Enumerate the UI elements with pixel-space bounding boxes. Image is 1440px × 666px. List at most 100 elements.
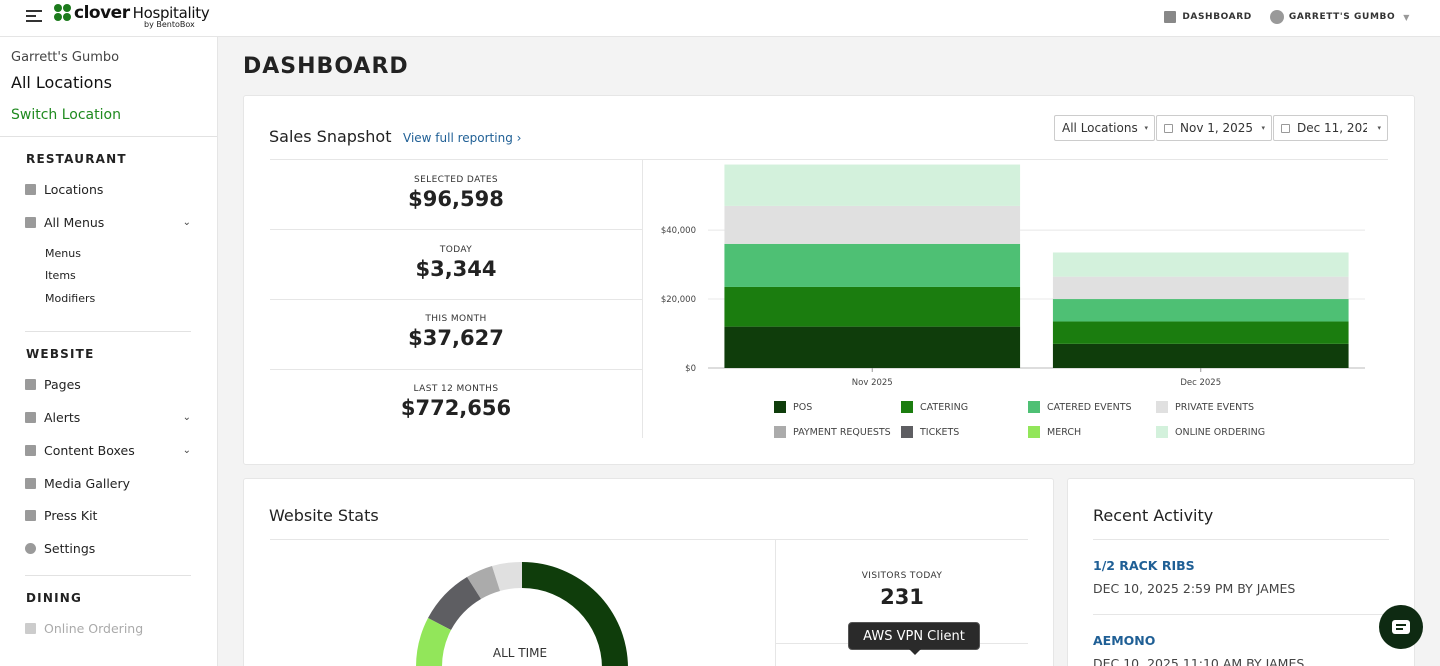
section-restaurant: RESTAURANT [26, 152, 127, 166]
legend-item[interactable]: CATERED EVENTS [1028, 401, 1132, 413]
visitors-today-label: VISITORS TODAY [861, 571, 943, 581]
chevron-down-icon: ⌄ [182, 217, 191, 228]
recent-activity-title: Recent Activity [1093, 506, 1214, 525]
bar-segment [1052, 299, 1349, 322]
menu-toggle-icon[interactable] [26, 10, 42, 24]
brand-suffix: Hospitality [132, 4, 210, 22]
chevron-down-icon: ▼ [1403, 12, 1410, 22]
recent-activity-card [1067, 478, 1415, 666]
legend-item[interactable]: MERCH [1028, 426, 1081, 438]
legend-swatch [1028, 401, 1040, 413]
sidebar-item-alerts[interactable]: Alerts ⌄ [25, 410, 195, 425]
activity-item: 1/2 RACK RIBS DEC 10, 2025 2:59 PM BY JA… [1093, 558, 1295, 596]
bar-chart-icon [1164, 11, 1177, 23]
end-date-picker[interactable]: Dec 11, 2025 ▾ [1273, 115, 1388, 141]
switch-location-link[interactable]: Switch Location [11, 107, 121, 123]
kpi-label: TODAY [439, 245, 473, 255]
brand-by: by BentoBox [144, 20, 195, 29]
kpi-label: SELECTED DATES [413, 175, 499, 185]
activity-item-link[interactable]: 1/2 RACK RIBS [1093, 558, 1195, 573]
sidebar-item-label: Locations [44, 182, 104, 197]
divider [270, 229, 642, 230]
kpi-selected-dates: SELECTED DATES $96,598 [270, 175, 642, 211]
sidebar-item-content-boxes[interactable]: Content Boxes ⌄ [25, 443, 195, 458]
dashboard-link[interactable]: DASHBOARD [1164, 11, 1252, 23]
bar-segment [724, 286, 1021, 327]
section-website: WEBSITE [26, 347, 95, 361]
bar-segment [724, 326, 1021, 368]
sidebar-item-label: Online Ordering [44, 621, 144, 636]
dashboard-link-label: DASHBOARD [1182, 12, 1252, 22]
gallery-icon [25, 478, 36, 489]
chat-button[interactable] [1379, 605, 1423, 649]
legend-item[interactable]: TICKETS [901, 426, 959, 438]
view-full-reporting-link[interactable]: View full reporting › [403, 131, 521, 145]
legend-swatch [1028, 426, 1040, 438]
y-tick-label: $40,000 [661, 226, 696, 236]
menu-book-icon [25, 217, 36, 228]
divider [642, 160, 643, 438]
top-bar: clover Hospitality by BentoBox DASHBOARD… [0, 0, 1440, 37]
bar-segment [1052, 252, 1349, 277]
location-filter-select[interactable]: All Locations ▾ [1054, 115, 1155, 141]
activity-item-link[interactable]: AEMONO [1093, 633, 1156, 648]
donut-segment-gray [467, 566, 500, 599]
all-time-donut-chart [416, 561, 628, 666]
sidebar-item-press-kit[interactable]: Press Kit [25, 508, 195, 523]
gear-icon [25, 543, 36, 554]
top-nav: DASHBOARD GARRETT'S GUMBO ▼ [1146, 10, 1410, 24]
sidebar-item-settings[interactable]: Settings [25, 541, 195, 556]
sidebar-item-pages[interactable]: Pages [25, 377, 195, 392]
sidebar-subitem-modifiers[interactable]: Modifiers [45, 292, 96, 305]
bar-segment [1052, 343, 1349, 368]
x-tick-label: Dec 2025 [1180, 378, 1221, 388]
sidebar-subitem-items[interactable]: Items [45, 269, 76, 282]
clover-logo[interactable]: clover Hospitality by BentoBox [54, 3, 210, 33]
donut-segment-dark-gray [428, 577, 481, 630]
chevron-down-icon: ▾ [1261, 124, 1265, 132]
x-tick-label: Nov 2025 [852, 378, 893, 388]
bar-segment [724, 164, 1021, 206]
kpi-this-month: THIS MONTH $37,627 [270, 314, 642, 350]
restaurant-name: Garrett's Gumbo [11, 50, 120, 65]
sidebar-item-online-ordering[interactable]: Online Ordering [25, 621, 195, 636]
kpi-label: LAST 12 MONTHS [413, 384, 499, 394]
calendar-icon [1281, 123, 1290, 133]
sidebar-item-label: Content Boxes [44, 443, 135, 458]
donut-segment-light-green [416, 618, 451, 666]
clover-icon [54, 4, 72, 22]
website-stats-title: Website Stats [269, 506, 379, 525]
account-menu[interactable]: GARRETT'S GUMBO ▼ [1269, 10, 1410, 24]
sidebar-subitem-menus[interactable]: Menus [45, 247, 81, 260]
sidebar-item-label: Alerts [44, 410, 81, 425]
legend-swatch [774, 401, 786, 413]
legend-label: MERCH [1047, 426, 1082, 438]
sidebar-item-all-menus[interactable]: All Menus ⌄ [25, 215, 195, 230]
legend-label: TICKETS [920, 426, 960, 438]
legend-item[interactable]: CATERING [901, 401, 968, 413]
donut-center-label: ALL TIME [492, 646, 548, 660]
visitors-today-value: 231 [880, 585, 924, 609]
legend-label: PRIVATE EVENTS [1175, 401, 1255, 413]
legend-item[interactable]: PRIVATE EVENTS [1156, 401, 1254, 413]
legend-swatch [1156, 426, 1168, 438]
start-date-picker[interactable]: Nov 1, 2025 ▾ [1156, 115, 1272, 141]
legend-swatch [901, 401, 913, 413]
kpi-value: $37,627 [408, 326, 504, 350]
legend-item[interactable]: ONLINE ORDERING [1156, 426, 1265, 438]
divider [1093, 539, 1389, 540]
donut-segment-light-gray [492, 561, 522, 591]
kpi-value: $772,656 [400, 396, 512, 420]
sidebar-item-label: Press Kit [44, 508, 98, 523]
sidebar-item-media-gallery[interactable]: Media Gallery [25, 476, 195, 491]
view-full-reporting-label: View full reporting [403, 131, 513, 145]
location-filter-value: All Locations [1062, 121, 1138, 135]
bar-segment [1052, 321, 1349, 344]
sidebar-item-label: Settings [44, 541, 96, 556]
kpi-last-12-months: LAST 12 MONTHS $772,656 [270, 384, 642, 420]
sidebar-item-locations[interactable]: Locations [25, 182, 195, 197]
legend-item[interactable]: PAYMENT REQUESTS [774, 426, 891, 438]
sidebar-item-label: All Menus [44, 215, 105, 230]
legend-item[interactable]: POS [774, 401, 812, 413]
sidebar-item-label: Pages [44, 377, 81, 392]
